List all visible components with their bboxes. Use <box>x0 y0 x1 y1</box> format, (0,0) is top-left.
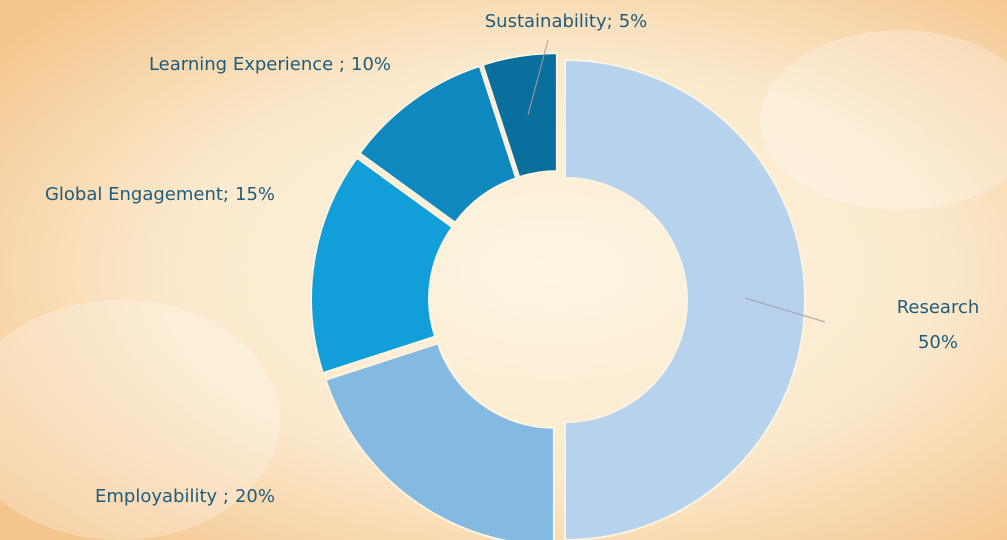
leader-line <box>527 39 549 116</box>
data-label: Sustainability; 5% <box>485 11 648 32</box>
data-label: Global Engagement; 15% <box>45 184 275 205</box>
slice <box>358 64 518 225</box>
data-label-value: 15% <box>235 184 275 205</box>
donut <box>310 52 806 540</box>
slice <box>310 156 454 375</box>
data-label-name: Learning Experience ; <box>149 54 345 75</box>
data-label-value: 20% <box>235 486 275 507</box>
data-label-value: 5% <box>619 11 648 32</box>
data-label: Employability ; 20% <box>95 486 275 507</box>
slice <box>324 342 555 540</box>
data-label-name: Research <box>897 297 980 318</box>
data-label-name: Sustainability; <box>485 11 613 32</box>
data-label-value: 10% <box>351 54 391 75</box>
slice <box>564 58 806 540</box>
map-shape <box>760 30 1007 210</box>
data-label-name: Employability ; <box>95 486 229 507</box>
map-shape <box>0 300 280 540</box>
leader-line <box>744 297 826 323</box>
data-label-value: 50% <box>918 332 958 353</box>
data-label-name: Global Engagement; <box>45 184 229 205</box>
data-label: Learning Experience ; 10% <box>149 54 391 75</box>
slice <box>481 52 558 179</box>
